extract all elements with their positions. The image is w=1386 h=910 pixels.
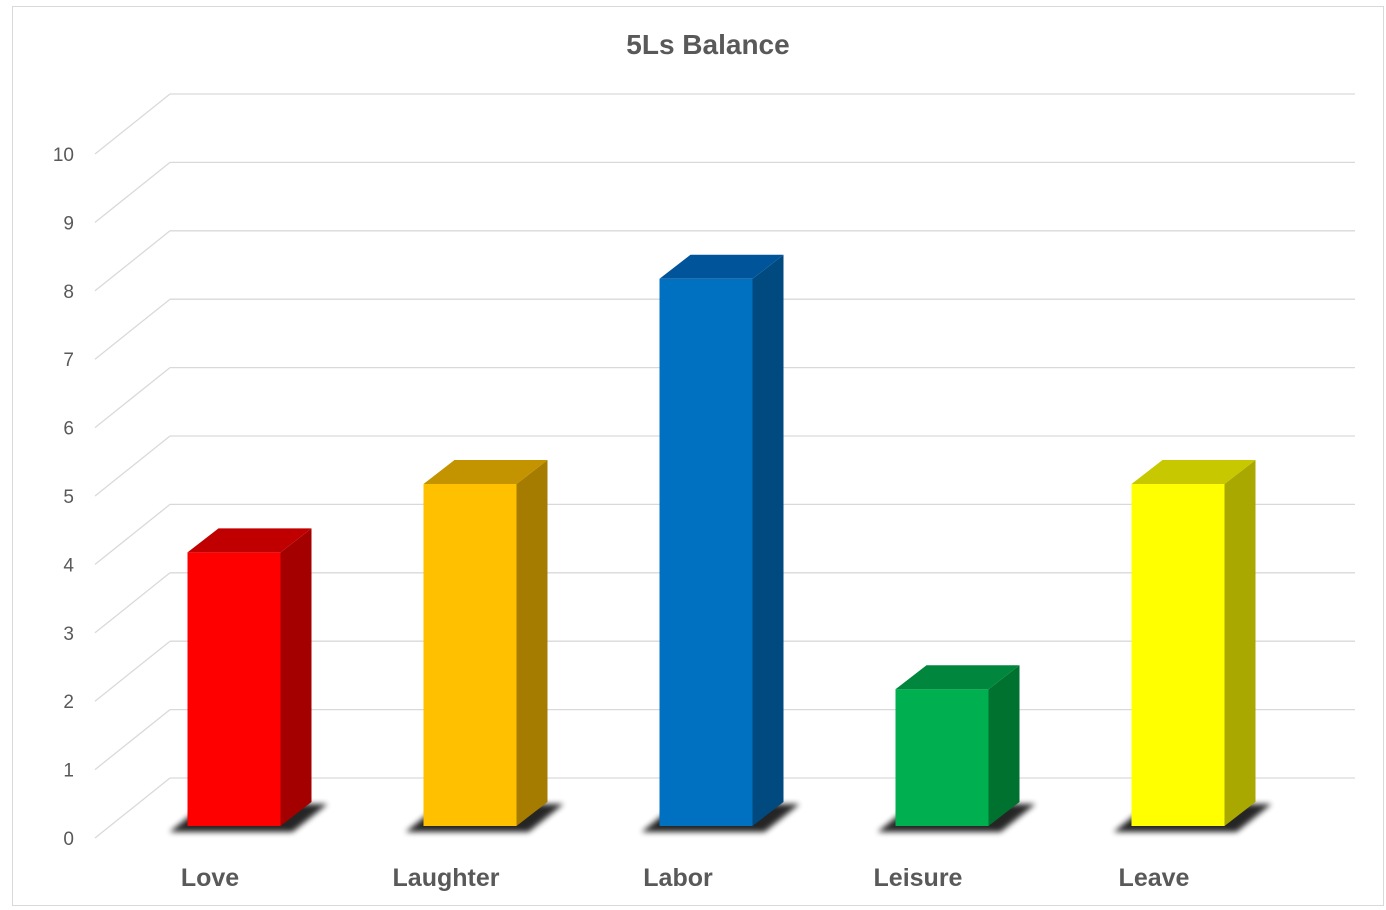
x-category-label: Labor — [643, 864, 713, 892]
bar-leisure — [895, 689, 989, 826]
y-tick-label: 10 — [53, 145, 74, 166]
bar-labor — [659, 278, 753, 826]
y-tick-label: 9 — [63, 213, 74, 234]
bar-side-labor — [752, 254, 784, 827]
gridline-diagonal — [94, 298, 171, 360]
gridline-diagonal — [94, 640, 171, 702]
gridline-diagonal — [94, 709, 171, 771]
gridline-diagonal — [94, 93, 171, 155]
bar-top-laughter — [423, 460, 548, 484]
gridline-diagonal — [94, 435, 171, 497]
bar-top-labor — [659, 254, 784, 279]
bars — [187, 254, 1256, 827]
bar-side-love — [280, 528, 312, 826]
y-tick-label: 8 — [63, 282, 74, 303]
y-axis-ticks: 0 1 2 3 4 5 6 7 8 9 10 — [53, 145, 75, 850]
y-tick-label: 6 — [63, 419, 74, 440]
x-category-label: Leisure — [874, 864, 963, 892]
x-category-label: Love — [181, 864, 239, 892]
y-tick-label: 2 — [63, 692, 74, 713]
y-tick-label: 7 — [63, 350, 74, 371]
bar-top-leisure — [895, 665, 1020, 690]
chart-title: 5Ls Balance — [626, 29, 789, 60]
gridline-diagonal — [94, 161, 171, 223]
bar-laughter — [423, 484, 517, 826]
gridline-diagonal — [94, 572, 171, 634]
bar-side-laughter — [516, 460, 548, 826]
gridline-diagonal — [94, 503, 171, 565]
bar-top-love — [187, 528, 312, 553]
y-tick-label: 0 — [63, 829, 74, 850]
bar-side-leave — [1224, 460, 1256, 826]
bar-side-leisure — [988, 665, 1020, 826]
y-tick-label: 3 — [63, 624, 74, 645]
y-tick-label: 1 — [63, 761, 74, 782]
y-tick-label: 4 — [63, 555, 74, 576]
x-category-label: Leave — [1119, 864, 1190, 892]
gridline-diagonal — [94, 230, 171, 292]
y-tick-label: 5 — [63, 487, 74, 508]
bar-love — [187, 552, 281, 826]
bar-leave — [1131, 484, 1225, 826]
gridline-diagonal — [94, 777, 171, 839]
bar-top-leave — [1131, 460, 1256, 484]
gridline-diagonal — [94, 367, 171, 429]
x-axis-labels: Love Laughter Labor Leisure Leave — [181, 864, 1190, 892]
x-category-label: Laughter — [393, 864, 500, 892]
